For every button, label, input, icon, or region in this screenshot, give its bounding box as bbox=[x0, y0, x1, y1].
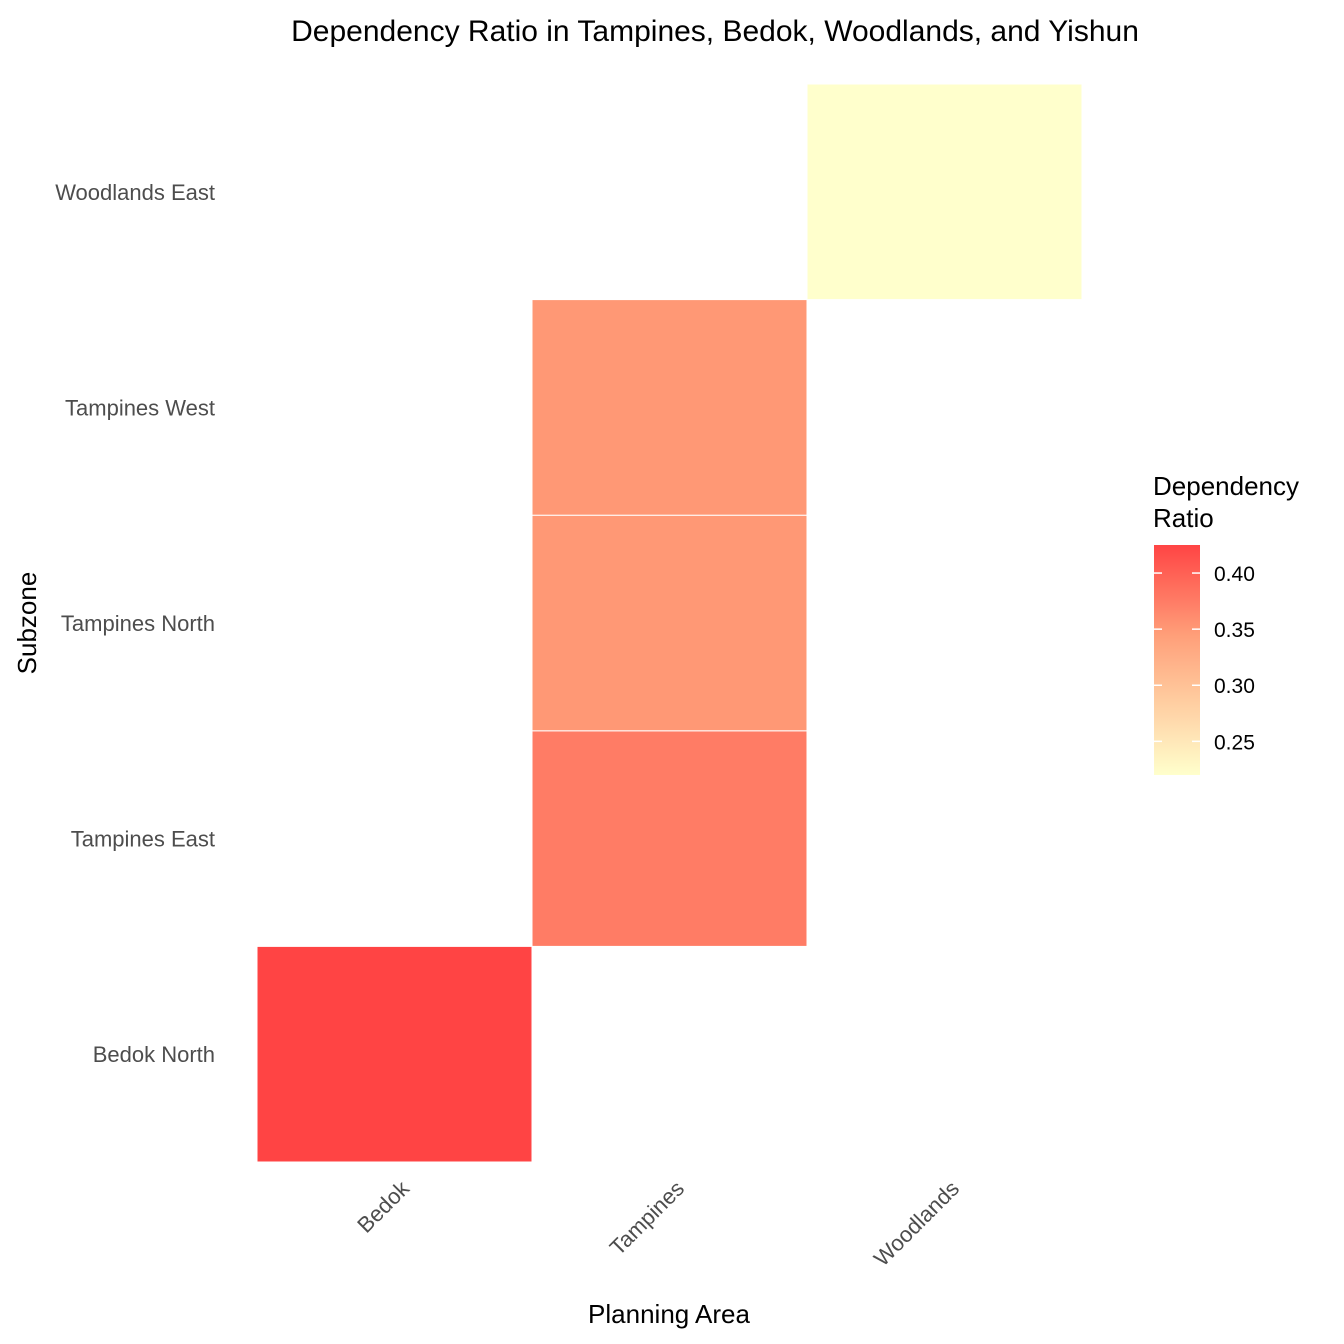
x-axis-title: Planning Area bbox=[588, 1299, 750, 1329]
x-tick-label-bedok: Bedok bbox=[352, 1175, 414, 1237]
x-tick-label-woodlands: Woodlands bbox=[869, 1176, 964, 1271]
legend-tick-label-0-25: 0.25 bbox=[1214, 731, 1255, 754]
heatmap-cell-bedok-bedok-north bbox=[256, 945, 533, 1163]
legend-title-line-1: Dependency bbox=[1153, 471, 1299, 501]
color-legend: Dependency Ratio 0.25 0.30 0.35 0.40 bbox=[1153, 471, 1299, 775]
y-tick-label-woodlands-east: Woodlands East bbox=[55, 180, 215, 205]
y-tick-label-tampines-east: Tampines East bbox=[71, 827, 215, 852]
chart-title: Dependency Ratio in Tampines, Bedok, Woo… bbox=[291, 15, 1139, 48]
legend-tick-label-0-30: 0.30 bbox=[1214, 675, 1255, 698]
y-tick-label-tampines-north: Tampines North bbox=[61, 611, 215, 636]
x-tick-label-tampines: Tampines bbox=[605, 1176, 689, 1260]
heatmap-cell-tampines-tampines-east bbox=[531, 730, 808, 947]
heatmap-cell-woodlands-woodlands-east bbox=[806, 83, 1083, 301]
legend-color-bar bbox=[1154, 545, 1200, 775]
heatmap-cell-tampines-tampines-north bbox=[531, 514, 808, 732]
legend-tick-label-0-35: 0.35 bbox=[1214, 619, 1255, 642]
x-axis-tick-labels: Bedok Tampines Woodlands bbox=[352, 1175, 964, 1271]
legend-ticks: 0.25 0.30 0.35 0.40 bbox=[1154, 563, 1255, 754]
y-tick-label-bedok-north: Bedok North bbox=[93, 1042, 215, 1067]
y-tick-label-tampines-west: Tampines West bbox=[65, 395, 215, 420]
heatmap-cell-tampines-tampines-west bbox=[531, 299, 808, 516]
y-axis-tick-labels: Bedok North Tampines East Tampines North Ta… bbox=[55, 180, 215, 1067]
y-axis-title: Subzone bbox=[12, 572, 42, 675]
legend-title-line-2: Ratio bbox=[1153, 503, 1214, 533]
heatmap-cells bbox=[256, 83, 1083, 1163]
legend-tick-label-0-40: 0.40 bbox=[1214, 563, 1255, 586]
